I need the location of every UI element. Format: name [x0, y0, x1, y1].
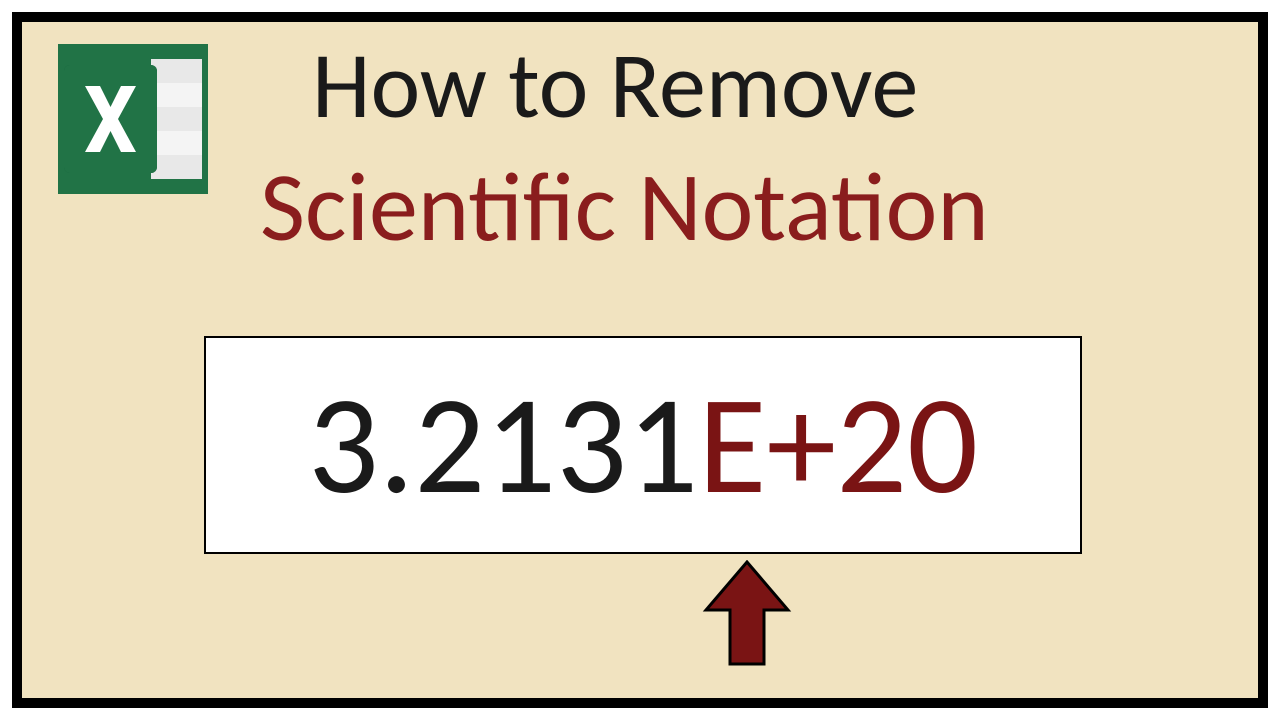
- excel-icon-svg: [58, 44, 208, 194]
- exponent-text: E+20: [698, 375, 978, 515]
- up-arrow-icon: [702, 560, 792, 668]
- mantissa-text: 3.2131: [308, 375, 698, 515]
- scientific-notation-box: 3.2131E+20: [204, 336, 1082, 554]
- excel-icon: [58, 44, 208, 194]
- title-line-1: How to Remove: [312, 28, 918, 143]
- title-line-2: Scientific Notation: [260, 148, 989, 267]
